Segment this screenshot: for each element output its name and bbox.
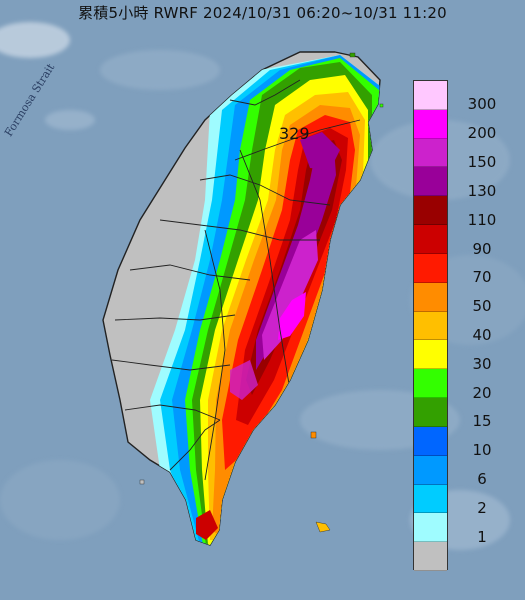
legend-swatch	[414, 167, 447, 197]
small-islands	[139, 52, 384, 533]
legend-swatch	[414, 196, 447, 226]
legend-label: 70	[472, 268, 492, 287]
legend-swatch	[414, 455, 447, 485]
legend-swatch	[414, 542, 447, 571]
legend-swatch	[414, 426, 447, 456]
band-magenta	[278, 292, 306, 340]
map-title: 累積5小時 RWRF 2024/10/31 06:20~10/31 11:20	[78, 4, 447, 22]
band-violet	[262, 230, 318, 360]
legend-label: 1	[477, 527, 487, 546]
legend-label: 90	[472, 239, 492, 258]
legend-label: 150	[467, 153, 497, 172]
legend-swatch	[414, 513, 447, 543]
legend-swatch	[414, 253, 447, 283]
legend-label: 200	[467, 124, 497, 143]
legend-swatch	[414, 369, 447, 399]
max-rainfall-label: 329	[279, 124, 310, 143]
legend-swatch	[414, 484, 447, 514]
legend-label: 300	[467, 95, 497, 114]
band-north-purple	[300, 132, 340, 170]
legend-swatch	[414, 225, 447, 254]
rainfall-bands	[150, 55, 380, 545]
legend-label: 130	[467, 181, 497, 200]
legend-swatch	[414, 398, 447, 427]
legend-label: 15	[472, 412, 492, 431]
legend-swatch	[414, 138, 447, 168]
legend-label: 6	[477, 470, 487, 489]
legend-swatch	[414, 340, 447, 370]
legend-swatch	[414, 109, 447, 139]
legend-label: 10	[472, 441, 492, 460]
legend-label: 20	[472, 383, 492, 402]
legend-swatch	[414, 282, 447, 312]
color-legend	[413, 80, 448, 571]
legend-swatch	[414, 311, 447, 341]
legend-label: 2	[477, 498, 487, 517]
legend-swatch	[414, 81, 447, 110]
legend-label: 30	[472, 354, 492, 373]
legend-label: 110	[467, 210, 497, 229]
legend-label: 40	[472, 326, 492, 344]
legend-label: 50	[472, 297, 492, 316]
band-south-red	[196, 510, 218, 540]
county-lines	[111, 79, 361, 481]
band-south-orange	[230, 360, 258, 400]
